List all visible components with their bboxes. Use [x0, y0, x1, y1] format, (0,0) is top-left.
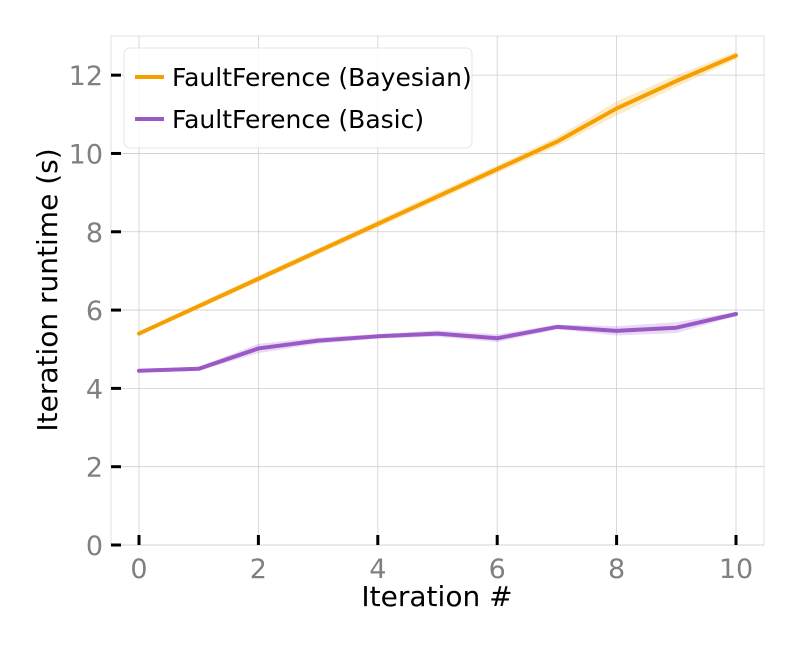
y-tick-label: 2 [86, 453, 103, 484]
y-tick-label: 8 [86, 218, 103, 249]
series-line-0 [137, 53, 738, 336]
x-tick-label: 0 [130, 554, 147, 585]
y-tick-label: 10 [69, 139, 103, 170]
axis-ticks [111, 73, 738, 547]
x-tick-label: 4 [369, 554, 386, 585]
x-axis-label: Iteration # [361, 580, 512, 613]
legend: FaultFerence (Bayesian) FaultFerence (Bas… [123, 47, 473, 149]
tick-labels: 0 2 4 6 8 10 0 2 4 6 8 10 12 [69, 61, 754, 585]
y-tick-label: 4 [86, 374, 103, 405]
y-tick-label: 12 [69, 61, 103, 92]
legend-label: FaultFerence (Bayesian) [172, 63, 472, 92]
series-lines [137, 53, 738, 373]
x-tick-label: 8 [608, 554, 625, 585]
legend-box [123, 47, 473, 149]
y-tick-label: 6 [86, 296, 103, 327]
x-tick-label: 10 [719, 554, 753, 585]
y-tick-label: 0 [86, 531, 103, 562]
x-tick-label: 2 [250, 554, 267, 585]
x-tick-label: 6 [489, 554, 506, 585]
y-axis-label: Iteration runtime (s) [31, 148, 64, 431]
legend-label: FaultFerence (Basic) [172, 105, 424, 134]
series-line-1 [137, 311, 738, 373]
